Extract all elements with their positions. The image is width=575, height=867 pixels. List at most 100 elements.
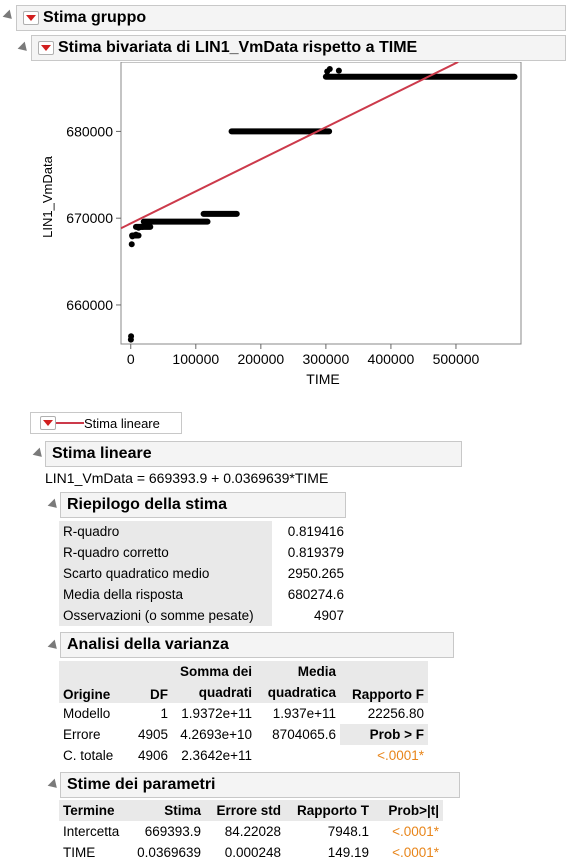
table-row: R-quadro corretto 0.819379 bbox=[59, 542, 348, 563]
params-table: Termine Stima Errore std Rapporto T Prob… bbox=[59, 800, 443, 863]
disclosure-icon[interactable] bbox=[48, 779, 60, 791]
ss-cell: 4.2693e+10 bbox=[180, 727, 252, 742]
col-header: Media bbox=[256, 661, 340, 682]
data-point bbox=[326, 65, 333, 72]
disclosure-icon[interactable] bbox=[3, 10, 15, 22]
summary-header[interactable]: Riepilogo della stima bbox=[60, 492, 346, 518]
table-row: Errore 4905 4.2693e+10 8704065.6 Prob > F bbox=[59, 724, 428, 745]
y-tick-label: 680000 bbox=[66, 123, 113, 139]
df-cell: 4906 bbox=[137, 748, 168, 763]
data-point bbox=[128, 241, 135, 248]
f-cell: Prob > F bbox=[340, 724, 428, 745]
f-cell: <.0001* bbox=[377, 748, 424, 763]
bivariate-title: Stima bivariata di LIN1_VmData rispetto … bbox=[58, 39, 418, 56]
col-header: Origine bbox=[59, 661, 122, 703]
y-tick-label: 660000 bbox=[66, 297, 113, 313]
disclosure-icon[interactable] bbox=[33, 448, 45, 460]
disclosure-icon[interactable] bbox=[18, 42, 30, 54]
red-triangle-menu-icon[interactable] bbox=[40, 416, 56, 430]
row-value: 0.819379 bbox=[287, 545, 344, 560]
row-label: Osservazioni (o somme pesate) bbox=[59, 605, 272, 626]
x-tick-label: 400000 bbox=[368, 351, 415, 367]
row-label: Media della risposta bbox=[59, 584, 272, 605]
col-header: DF bbox=[122, 661, 172, 703]
x-axis-label: TIME bbox=[306, 371, 339, 387]
ss-cell: 2.3642e+11 bbox=[181, 748, 252, 763]
fit-line bbox=[120, 62, 459, 230]
row-value: 2950.265 bbox=[287, 566, 344, 581]
x-tick-label: 500000 bbox=[433, 351, 480, 367]
legend-label: Stima lineare bbox=[84, 415, 160, 431]
table-row: Media della risposta 680274.6 bbox=[59, 584, 348, 605]
p-value-cell: <.0001* bbox=[392, 845, 439, 860]
df-cell: 4905 bbox=[137, 727, 168, 742]
row-label: R-quadro corretto bbox=[59, 542, 272, 563]
col-header: Prob>|t| bbox=[373, 800, 443, 821]
red-triangle-menu-icon[interactable] bbox=[38, 41, 54, 55]
table-row: Modello 1 1.9372e+11 1.937e+11 22256.80 bbox=[59, 703, 428, 724]
row-value: 680274.6 bbox=[287, 587, 344, 602]
table-row: Osservazioni (o somme pesate) 4907 bbox=[59, 605, 348, 626]
summary-title: Riepilogo della stima bbox=[67, 496, 228, 513]
ms-cell: 1.937e+11 bbox=[272, 706, 336, 721]
table-row: C. totale 4906 2.3642e+11 <.0001* bbox=[59, 745, 428, 766]
std-error-cell: 0.000248 bbox=[224, 845, 281, 860]
data-point bbox=[335, 67, 342, 74]
f-cell: 22256.80 bbox=[367, 706, 424, 721]
y-axis-label: LIN1_VmData bbox=[40, 155, 55, 237]
group-title: Stima gruppo bbox=[43, 9, 147, 26]
table-row: TIME 0.0369639 0.000248 149.19 <.0001* bbox=[59, 842, 443, 863]
x-tick-label: 100000 bbox=[172, 351, 219, 367]
y-tick-label: 670000 bbox=[66, 210, 113, 226]
estimate-cell: 0.0369639 bbox=[137, 845, 201, 860]
linear-fit-title: Stima lineare bbox=[52, 445, 152, 462]
data-point bbox=[132, 231, 139, 238]
row-value: 0.819416 bbox=[287, 524, 344, 539]
plot-frame bbox=[120, 62, 522, 345]
p-value-cell: <.0001* bbox=[392, 824, 439, 839]
col-header: Rapporto F bbox=[340, 661, 428, 703]
linear-fit-header[interactable]: Stima lineare bbox=[45, 441, 462, 467]
std-error-cell: 84.22028 bbox=[224, 824, 281, 839]
data-point bbox=[128, 333, 135, 340]
summary-table: R-quadro 0.819416 R-quadro corretto 0.81937… bbox=[59, 521, 348, 626]
table-row: Scarto quadratico medio 2950.265 bbox=[59, 563, 348, 584]
row-value: 4907 bbox=[313, 608, 344, 623]
data-point bbox=[142, 221, 149, 228]
anova-header[interactable]: Analisi della varianza bbox=[60, 632, 454, 658]
ss-cell: 1.9372e+11 bbox=[181, 706, 252, 721]
bivariate-outline-header[interactable]: Stima bivariata di LIN1_VmData rispetto … bbox=[31, 35, 566, 61]
table-row: R-quadro 0.819416 bbox=[59, 521, 348, 542]
t-ratio-cell: 149.19 bbox=[327, 845, 369, 860]
disclosure-icon[interactable] bbox=[48, 640, 60, 652]
row-label: Scarto quadratico medio bbox=[59, 563, 272, 584]
col-header: Stima bbox=[129, 800, 205, 821]
anova-title: Analisi della varianza bbox=[67, 636, 229, 653]
col-header: quadrati bbox=[172, 682, 256, 703]
anova-table: Origine DF Somma dei Media Rapporto F qu… bbox=[59, 661, 428, 766]
fit-legend[interactable]: Stima lineare bbox=[30, 412, 182, 434]
df-cell: 1 bbox=[160, 706, 168, 721]
col-header: quadratica bbox=[256, 682, 340, 703]
t-ratio-cell: 7948.1 bbox=[327, 824, 369, 839]
disclosure-icon[interactable] bbox=[48, 499, 60, 511]
x-tick-label: 300000 bbox=[303, 351, 350, 367]
ms-cell: 8704065.6 bbox=[272, 727, 336, 742]
x-tick-label: 0 bbox=[127, 351, 135, 367]
params-header[interactable]: Stime dei parametri bbox=[60, 772, 460, 798]
row-label: R-quadro bbox=[59, 521, 272, 542]
origin-cell: Modello bbox=[63, 706, 111, 721]
legend-line-swatch bbox=[56, 422, 84, 424]
scatter-plot[interactable]: 0 100000 200000 300000 400000 500000 660000 67… bbox=[38, 62, 538, 402]
origin-cell: Errore bbox=[63, 727, 101, 742]
estimate-cell: 669393.9 bbox=[144, 824, 201, 839]
group-outline-header[interactable]: Stima gruppo bbox=[16, 5, 566, 31]
red-triangle-menu-icon[interactable] bbox=[23, 11, 39, 25]
col-header: Errore std bbox=[205, 800, 285, 821]
term-cell: TIME bbox=[63, 845, 96, 860]
col-header: Somma dei bbox=[172, 661, 256, 682]
fit-equation: LIN1_VmData = 669393.9 + 0.0369639*TIME bbox=[45, 470, 329, 486]
col-header: Termine bbox=[59, 800, 129, 821]
x-tick-label: 200000 bbox=[237, 351, 284, 367]
term-cell: Intercetta bbox=[63, 824, 120, 839]
